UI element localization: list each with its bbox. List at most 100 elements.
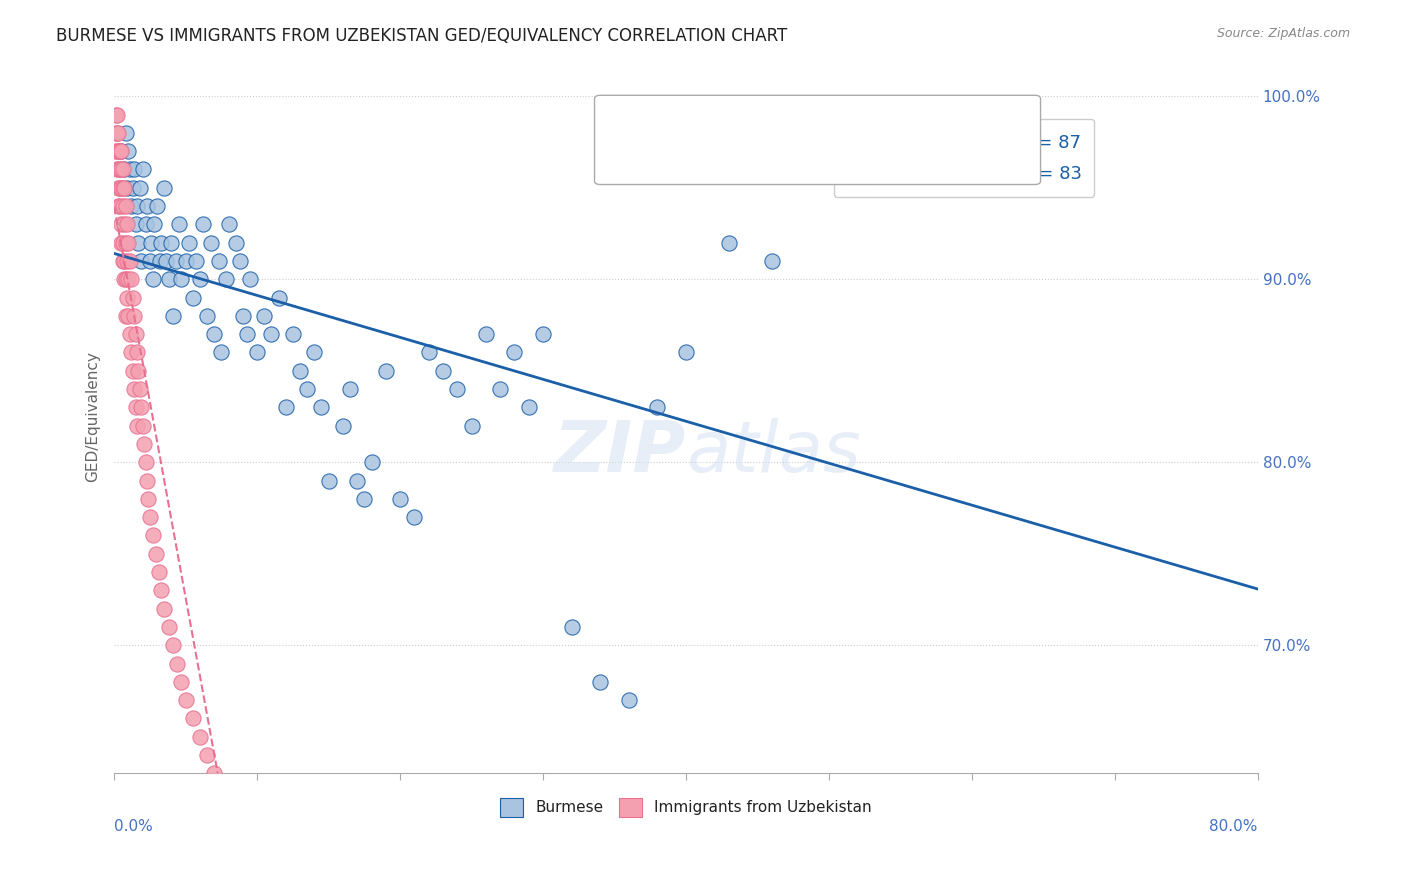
Point <box>108 144 131 158</box>
Point <box>135 455 157 469</box>
Point <box>184 254 207 268</box>
Point <box>246 876 269 890</box>
Point <box>114 126 136 140</box>
Point <box>112 180 135 194</box>
Point <box>142 528 165 542</box>
Point <box>131 254 153 268</box>
Point <box>124 327 146 342</box>
Point <box>121 180 143 194</box>
Point <box>446 382 468 396</box>
Point <box>404 510 426 524</box>
Point <box>155 254 177 268</box>
Point <box>160 235 183 250</box>
Point <box>150 583 173 598</box>
Point <box>167 217 190 231</box>
Point <box>114 235 136 250</box>
Point <box>818 162 841 177</box>
Point <box>274 401 297 415</box>
Point <box>165 254 187 268</box>
Point <box>332 418 354 433</box>
Point <box>105 144 128 158</box>
Point <box>104 107 127 121</box>
Point <box>517 401 540 415</box>
Point <box>105 107 128 121</box>
Point <box>531 327 554 342</box>
Point <box>143 217 166 231</box>
Point <box>281 327 304 342</box>
Point <box>107 144 129 158</box>
Point <box>120 345 142 359</box>
Point <box>177 235 200 250</box>
Point <box>105 162 128 177</box>
Point <box>218 803 240 817</box>
Point <box>170 674 193 689</box>
Point <box>107 126 129 140</box>
Point <box>253 309 276 323</box>
Point <box>121 364 143 378</box>
Point <box>114 272 136 286</box>
Point <box>111 254 134 268</box>
Point <box>117 309 139 323</box>
Point <box>118 162 141 177</box>
Text: 0.0%: 0.0% <box>114 819 153 834</box>
Point <box>117 272 139 286</box>
Point <box>153 180 176 194</box>
Point <box>107 162 129 177</box>
Point <box>131 401 153 415</box>
Point <box>121 291 143 305</box>
Point <box>107 180 129 194</box>
Point <box>503 345 526 359</box>
Point <box>124 217 146 231</box>
Point <box>117 144 139 158</box>
Point <box>346 474 368 488</box>
Point <box>288 364 311 378</box>
Point <box>118 254 141 268</box>
Point <box>761 254 783 268</box>
FancyBboxPatch shape <box>595 95 1040 185</box>
Point <box>129 180 152 194</box>
Point <box>111 235 134 250</box>
Point <box>229 254 252 268</box>
Point <box>675 345 697 359</box>
Point <box>209 785 232 799</box>
Point <box>110 144 132 158</box>
Point <box>125 199 148 213</box>
Point <box>225 235 247 250</box>
Point <box>134 437 156 451</box>
Point <box>195 747 218 762</box>
Point <box>124 401 146 415</box>
Point <box>128 364 150 378</box>
Point <box>125 418 148 433</box>
Point <box>136 199 159 213</box>
Point <box>225 822 247 836</box>
Point <box>195 309 218 323</box>
Point <box>157 620 180 634</box>
Point <box>166 657 188 671</box>
Point <box>115 291 138 305</box>
Point <box>136 474 159 488</box>
Point <box>432 364 454 378</box>
Point <box>105 126 128 140</box>
Point <box>232 309 254 323</box>
Point <box>188 272 211 286</box>
Point <box>339 382 361 396</box>
Point <box>360 455 382 469</box>
Point <box>589 674 612 689</box>
Legend: Burmese, Immigrants from Uzbekistan: Burmese, Immigrants from Uzbekistan <box>495 792 877 822</box>
Point <box>104 126 127 140</box>
Point <box>115 180 138 194</box>
Point <box>112 217 135 231</box>
Point <box>389 491 412 506</box>
Point <box>122 309 145 323</box>
Point <box>111 180 134 194</box>
Point <box>236 327 259 342</box>
Point <box>181 291 204 305</box>
Point <box>202 766 225 780</box>
Point <box>475 327 498 342</box>
Point <box>142 272 165 286</box>
Point <box>122 382 145 396</box>
Point <box>153 601 176 615</box>
Point <box>200 235 222 250</box>
Point <box>617 693 640 707</box>
Point <box>120 272 142 286</box>
